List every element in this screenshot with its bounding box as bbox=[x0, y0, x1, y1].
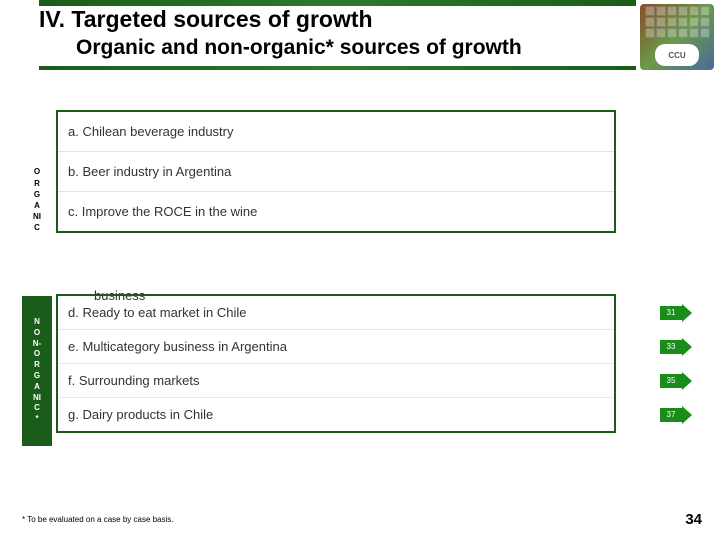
label-char: N bbox=[34, 317, 40, 328]
page-arrow: 37 bbox=[660, 406, 692, 424]
label-char: NI bbox=[33, 211, 41, 222]
label-char: O bbox=[34, 166, 40, 177]
nonorganic-item: e. Multicategory business in Argentina 3… bbox=[58, 330, 614, 364]
label-char: O bbox=[34, 328, 40, 339]
label-char: R bbox=[34, 178, 40, 189]
item-text: f. Surrounding markets bbox=[68, 373, 200, 388]
nonorganic-box: d. Ready to eat market in Chile 31 e. Mu… bbox=[56, 294, 616, 433]
page-arrow: 31 bbox=[660, 304, 692, 322]
header-underline bbox=[39, 66, 636, 70]
slide-title: IV. Targeted sources of growth bbox=[39, 6, 373, 33]
arrow-head-icon bbox=[682, 372, 692, 390]
organic-item: a. Chilean beverage industry bbox=[58, 112, 614, 152]
logo-text: CCU bbox=[655, 44, 699, 66]
slide-subtitle: Organic and non-organic* sources of grow… bbox=[76, 36, 522, 60]
organic-section: O R G A NI C a. Chilean beverage industr… bbox=[22, 110, 684, 233]
arrow-head-icon bbox=[682, 338, 692, 356]
arrow-label: 33 bbox=[660, 340, 682, 354]
label-char: G bbox=[34, 189, 40, 200]
arrow-head-icon bbox=[682, 406, 692, 424]
organic-label: O R G A NI C bbox=[22, 120, 52, 280]
label-char: C bbox=[34, 403, 40, 414]
nonorganic-item: d. Ready to eat market in Chile 31 bbox=[58, 296, 614, 330]
page-arrow: 35 bbox=[660, 372, 692, 390]
label-char: * bbox=[35, 414, 38, 425]
arrow-label: 31 bbox=[660, 306, 682, 320]
arrow-label: 37 bbox=[660, 408, 682, 422]
item-text: d. Ready to eat market in Chile bbox=[68, 305, 246, 320]
label-char: NI bbox=[33, 393, 41, 404]
label-char: C bbox=[34, 222, 40, 233]
slide-header: IV. Targeted sources of growth Organic a… bbox=[0, 0, 720, 74]
item-text: e. Multicategory business in Argentina bbox=[68, 339, 287, 354]
item-text: g. Dairy products in Chile bbox=[68, 407, 213, 422]
organic-item: b. Beer industry in Argentina bbox=[58, 152, 614, 192]
nonorganic-item: g. Dairy products in Chile 37 bbox=[58, 398, 614, 431]
organic-box: a. Chilean beverage industry b. Beer ind… bbox=[56, 110, 616, 233]
nonorganic-label: N O N- O R G A NI C * bbox=[22, 296, 52, 446]
label-char: A bbox=[34, 382, 40, 393]
nonorganic-section: N O N- O R G A NI C * d. Ready to eat ma… bbox=[22, 294, 684, 433]
label-char: R bbox=[34, 360, 40, 371]
nonorganic-item: f. Surrounding markets 35 bbox=[58, 364, 614, 398]
page-arrow: 33 bbox=[660, 338, 692, 356]
arrow-label: 35 bbox=[660, 374, 682, 388]
label-char: N- bbox=[33, 339, 41, 350]
company-logo: CCU bbox=[640, 4, 714, 70]
label-char: O bbox=[34, 349, 40, 360]
organic-item: c. Improve the ROCE in the wine bbox=[58, 192, 614, 231]
arrow-head-icon bbox=[682, 304, 692, 322]
footnote: * To be evaluated on a case by case basi… bbox=[22, 515, 174, 524]
label-char: G bbox=[34, 371, 40, 382]
label-char: A bbox=[34, 200, 40, 211]
page-number: 34 bbox=[685, 511, 702, 528]
